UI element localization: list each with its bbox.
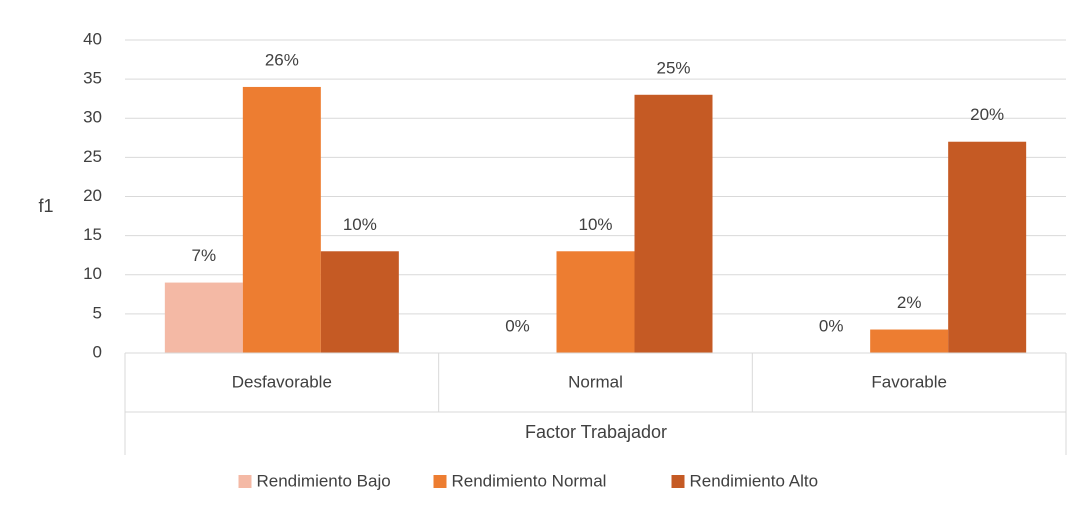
data-label: 2% — [897, 293, 922, 312]
y-tick-label: 25 — [83, 147, 102, 166]
x-axis-title: Factor Trabajador — [525, 422, 667, 442]
bar — [556, 251, 635, 353]
y-tick-label: 30 — [83, 108, 102, 127]
data-label: 0% — [505, 316, 530, 335]
bar — [320, 251, 399, 353]
legend-swatch — [433, 475, 447, 488]
bar — [634, 94, 713, 354]
y-tick-label: 15 — [83, 225, 102, 244]
bar — [164, 282, 243, 353]
data-label: 26% — [265, 50, 299, 69]
legend-item: Rendimiento Alto — [671, 471, 819, 490]
legend-item: Rendimiento Bajo — [238, 471, 391, 490]
y-axis-title: f1 — [38, 196, 53, 216]
y-tick-label: 5 — [93, 303, 102, 322]
y-tick-label: 35 — [83, 69, 102, 88]
y-tick-label: 20 — [83, 186, 102, 205]
data-labels: 7% 0% 0% 26% 10% 2% 10% 25% 20% — [192, 50, 1005, 335]
data-label: 10% — [343, 215, 377, 234]
bar — [242, 86, 321, 353]
axes: 0 5 10 15 20 25 30 35 40 Desfavorable Normal Favora… — [83, 29, 1067, 455]
data-label: 20% — [970, 105, 1004, 124]
data-label: 0% — [819, 316, 844, 335]
data-label: 7% — [192, 246, 217, 265]
legend-swatch — [238, 475, 252, 488]
category-label: Normal — [568, 372, 623, 391]
category-label: Favorable — [871, 372, 947, 391]
bars — [164, 86, 1027, 354]
y-tick-label: 10 — [83, 264, 102, 283]
data-label: 10% — [578, 215, 612, 234]
legend-label: Rendimiento Normal — [452, 471, 607, 490]
legend-item: Rendimiento Normal — [433, 471, 607, 490]
bar — [948, 141, 1027, 353]
bar — [870, 329, 949, 353]
legend-label: Rendimiento Alto — [690, 471, 819, 490]
category-label: Desfavorable — [232, 372, 332, 391]
y-tick-label: 0 — [93, 342, 102, 361]
legend-swatch — [671, 475, 685, 488]
legend-label: Rendimiento Bajo — [257, 471, 391, 490]
y-tick-label: 40 — [83, 29, 102, 48]
data-label: 25% — [656, 58, 690, 77]
legend: Rendimiento Bajo Rendimiento Normal Rendim… — [238, 471, 819, 490]
